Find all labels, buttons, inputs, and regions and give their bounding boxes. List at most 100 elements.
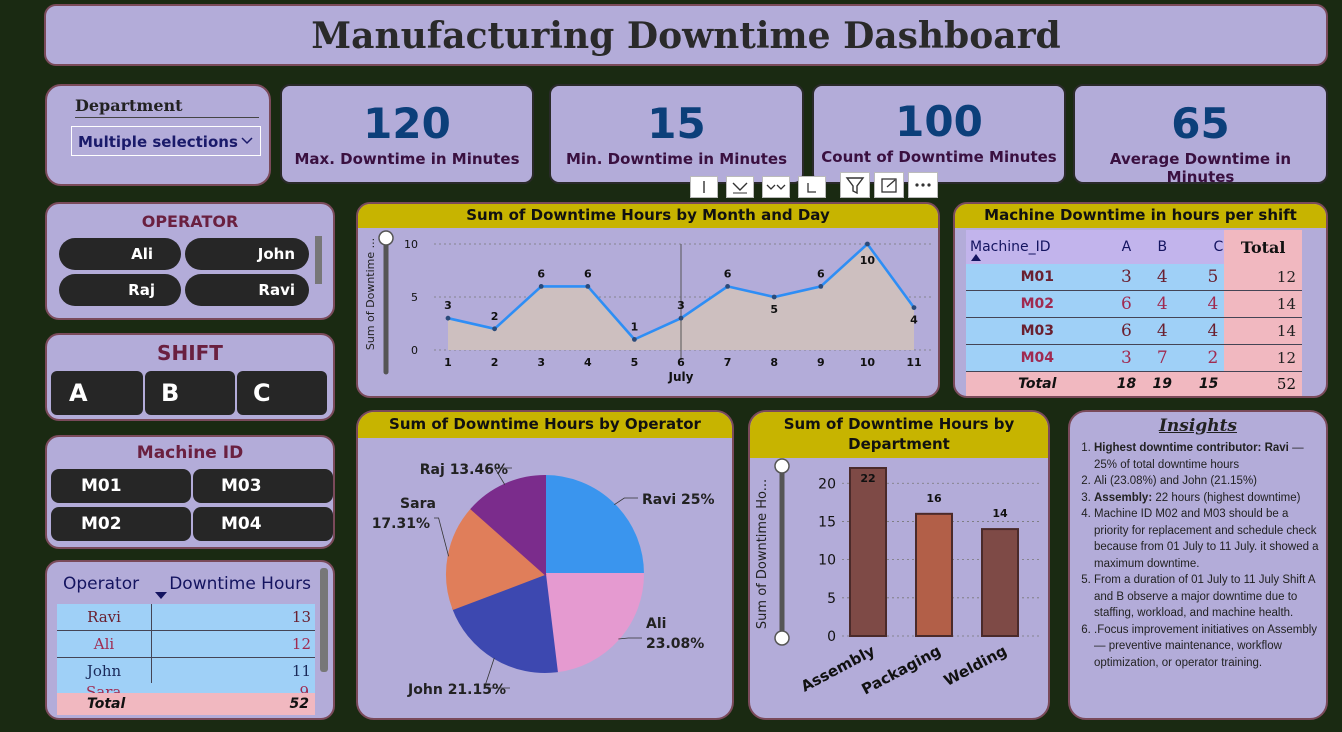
pie-slice-raj: [470, 474, 546, 577]
leader-line: [494, 467, 512, 485]
kpi-label: Min. Downtime in Minutes: [565, 150, 788, 168]
y-tick-label: 5: [827, 591, 836, 607]
data-label: 1: [631, 320, 639, 333]
column-header-shift-c[interactable]: C: [1213, 239, 1224, 255]
area-fill: [448, 244, 914, 350]
table-row[interactable]: M04 3 7 2 12: [966, 344, 1302, 372]
filter-icon[interactable]: [840, 172, 870, 198]
shift-label: A: [69, 379, 88, 407]
data-point: [585, 284, 591, 289]
y-tick-label: 15: [818, 514, 836, 530]
y-tick-label: 0: [411, 344, 418, 357]
machine-pill-m02[interactable]: M02: [51, 507, 191, 541]
operator-pill-ravi[interactable]: Ravi: [185, 274, 309, 306]
operator-pill-ali[interactable]: Ali: [59, 238, 181, 270]
shift-label: B: [161, 379, 180, 407]
table-row[interactable]: M01 3 4 5 12: [966, 264, 1302, 291]
table-row[interactable]: Ravi 13: [57, 604, 315, 631]
shift-a-hours: 6: [1108, 317, 1145, 345]
machine-pill-m04[interactable]: M04: [193, 507, 333, 541]
page-title: Manufacturing Downtime Dashboard: [311, 15, 1061, 57]
chart-title: Sum of Downtime Hours by Operator: [358, 412, 732, 438]
bar-assembly: [849, 467, 887, 637]
y-axis-label: Sum of Downtime Ho...: [755, 479, 770, 629]
chart-title: Sum of Downtime Hours by Department: [750, 412, 1048, 458]
drill-down-icon[interactable]: [726, 176, 754, 198]
insight-text: Ali (23.08%) and John (21.15%): [1094, 475, 1258, 487]
focus-mode-icon[interactable]: [874, 172, 904, 198]
grand-total: 52: [1276, 375, 1296, 393]
department-slicer: Department Multiple selections: [45, 84, 271, 186]
table-row[interactable]: M02 6 4 4 14: [966, 290, 1302, 318]
drill-up-icon[interactable]: [798, 176, 826, 198]
column-header-shift-b[interactable]: B: [1157, 239, 1168, 255]
column-header-machine-id[interactable]: Machine_ID: [970, 239, 1051, 255]
slice-percent: 13.46%: [450, 462, 508, 478]
operator-slicer-scrollbar[interactable]: [315, 236, 322, 284]
shift-button-a[interactable]: A: [51, 371, 143, 415]
insight-text: .Focus improvement initiatives on Assemb…: [1094, 623, 1318, 669]
pill-label: M03: [221, 476, 262, 496]
slice-label: Raj 13.46%: [420, 462, 508, 478]
department-dropdown[interactable]: Multiple selections: [71, 126, 261, 156]
leader-line: [614, 497, 638, 506]
machine-id: M03: [966, 317, 1109, 345]
column-header-total[interactable]: Total: [1224, 230, 1302, 264]
insight-item: Machine ID M02 and M03 should be a prior…: [1094, 506, 1322, 572]
data-label: 6: [724, 267, 732, 280]
department-dropdown-value: Multiple selections: [78, 133, 238, 151]
pie-slice-ravi: [544, 474, 645, 575]
more-options-icon[interactable]: [908, 172, 938, 198]
kpi-label: Average Downtime in Minutes: [1109, 150, 1292, 186]
shift-button-b[interactable]: B: [145, 371, 235, 415]
data-point: [865, 241, 870, 247]
expand-all-icon[interactable]: [762, 176, 790, 198]
x-tick-label: 8: [770, 356, 778, 369]
operator-row-partial: Sara 9: [57, 683, 315, 693]
data-label: 3: [444, 299, 452, 312]
operator-pill-john[interactable]: John: [185, 238, 309, 270]
insight-item: From a duration of 01 July to 11 July Sh…: [1094, 572, 1322, 622]
machine-id: M01: [966, 264, 1109, 291]
machine-pill-m01[interactable]: M01: [51, 469, 191, 503]
operator-pill-raj[interactable]: Raj: [59, 274, 181, 306]
x-tick-label: 1: [444, 356, 452, 369]
data-point: [911, 305, 917, 310]
x-tick-label: 2: [491, 356, 499, 369]
data-point: [678, 315, 684, 321]
column-header-shift-a[interactable]: A: [1121, 239, 1132, 255]
pill-label: M04: [221, 514, 262, 534]
shift-b-hours: 4: [1144, 317, 1181, 345]
shift-slicer: SHIFT A B C: [45, 333, 335, 421]
pin-icon[interactable]: [690, 176, 718, 198]
shift-button-c[interactable]: C: [237, 371, 327, 415]
machine-id-slicer: Machine ID M01 M03 M02 M04: [45, 435, 335, 549]
operator-hours: 13: [151, 604, 315, 631]
pie-slice-ali: [543, 573, 645, 673]
operator-name: Ali: [93, 635, 115, 653]
downtime-by-operator-chart: Sum of Downtime Hours by Operator Ravi 2…: [356, 410, 734, 720]
column-header-operator[interactable]: Operator: [63, 574, 140, 594]
machine-pill-m03[interactable]: M03: [193, 469, 333, 503]
sort-ascending-icon: [971, 254, 981, 261]
table-row[interactable]: Ali 12: [57, 630, 315, 658]
pie-chart-svg: Ravi 25% Ali 23.08% John 21.15% Sara 17.31% Ra…: [372, 462, 715, 698]
insights-list: Highest downtime contributor: Ravi — 25%…: [1072, 440, 1322, 671]
pill-label: Ravi: [258, 281, 295, 299]
y-axis-label: Sum of Downtime ...: [364, 238, 377, 350]
data-point: [492, 326, 497, 332]
column-header-downtime-hours[interactable]: Downtime Hours: [169, 574, 311, 594]
shift-b-hours: 4: [1144, 290, 1181, 318]
machine-total: 14: [1224, 290, 1302, 318]
table-row[interactable]: M03 6 4 4 14: [966, 317, 1302, 345]
kpi-label: Count of Downtime Minutes: [821, 148, 1057, 166]
operator-slicer: OPERATOR Ali John Raj Ravi: [45, 202, 335, 320]
pill-label: M01: [81, 476, 122, 496]
table-row[interactable]: John 11: [57, 657, 315, 685]
machine-total: 12: [1224, 264, 1302, 291]
data-label: 10: [860, 254, 876, 267]
operator-name: John: [86, 662, 122, 680]
operator-table-scrollbar[interactable]: [320, 568, 328, 672]
kpi-value: 65: [1171, 99, 1230, 148]
operator-downtime-table: Operator Downtime Hours Ravi 13 Ali 12 Joh…: [45, 560, 335, 720]
